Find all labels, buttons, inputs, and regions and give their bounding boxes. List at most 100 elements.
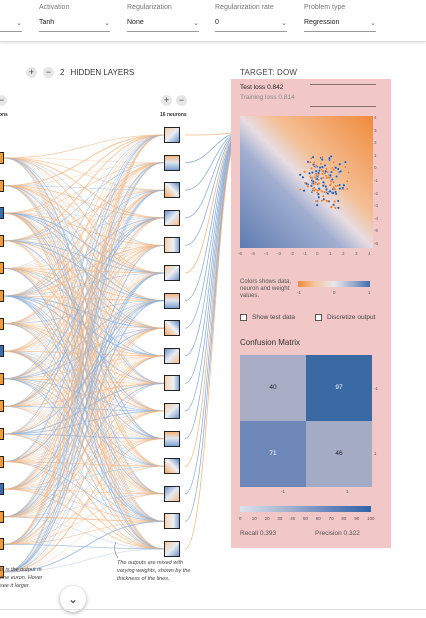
neuron-output-tab	[179, 492, 180, 497]
layer2-neuron[interactable]	[164, 237, 180, 253]
chevron-down-icon: ⌄	[68, 592, 78, 606]
neuron-output-tab	[179, 409, 180, 414]
scale-tick: 90	[354, 516, 359, 521]
layer2-neuron[interactable]	[164, 348, 180, 364]
layer2-neuron[interactable]	[164, 403, 180, 419]
neuron-output-tab	[179, 519, 180, 524]
layer1-neuron[interactable]	[0, 180, 4, 192]
layer2-neuron[interactable]	[164, 513, 180, 529]
data-point	[307, 185, 310, 188]
neuron-output-tab	[179, 271, 180, 276]
data-point	[315, 170, 318, 173]
data-point	[332, 168, 335, 171]
neuron-heatmap	[165, 459, 179, 473]
data-point	[302, 176, 305, 179]
neuron-heatmap	[165, 542, 179, 556]
heatmap-y-tick: -1	[374, 178, 378, 183]
heatmap-x-tick: 4	[368, 251, 371, 256]
data-point	[305, 182, 308, 185]
data-point	[325, 188, 328, 191]
data-point	[310, 176, 313, 179]
heatmap-x-tick: -6	[238, 251, 242, 256]
layer2-neuron[interactable]	[164, 458, 180, 474]
layer1-neuron[interactable]	[0, 373, 4, 385]
layer2-neuron[interactable]	[164, 127, 180, 143]
data-point	[334, 207, 337, 210]
layer1-neuron[interactable]	[0, 235, 4, 247]
data-point	[327, 192, 330, 195]
data-point	[324, 170, 327, 173]
scale-tick: 20	[265, 516, 270, 521]
neuron-output-tab	[179, 243, 180, 248]
layer1-neuron[interactable]	[0, 152, 4, 164]
data-point	[321, 158, 324, 161]
data-point	[337, 168, 340, 171]
data-point	[315, 173, 318, 176]
cm-col-label-neg: -1	[281, 489, 285, 494]
data-point	[311, 171, 314, 174]
precision-value: Precision 0.322	[315, 530, 360, 537]
layer1-neuron[interactable]	[0, 290, 4, 302]
layer1-neuron[interactable]	[0, 262, 4, 274]
layer1-neuron[interactable]	[0, 538, 4, 550]
data-point	[346, 180, 349, 183]
layer1-neuron[interactable]	[0, 207, 4, 219]
layer1-neuron[interactable]	[0, 400, 4, 412]
data-point	[318, 196, 321, 199]
data-point	[324, 164, 327, 167]
layer1-neuron[interactable]	[0, 428, 4, 440]
layer2-neuron[interactable]	[164, 210, 180, 226]
data-point	[336, 185, 339, 188]
layer1-neuron[interactable]	[0, 345, 4, 357]
layer2-neuron[interactable]	[164, 541, 180, 557]
data-point	[312, 187, 315, 190]
layer2-neuron[interactable]	[164, 320, 180, 336]
data-point	[325, 185, 328, 188]
data-point	[322, 195, 325, 198]
data-point	[320, 162, 323, 165]
target-title: TARGET: DOW	[240, 68, 297, 77]
layer2-neuron[interactable]	[164, 155, 180, 171]
data-point	[318, 182, 321, 185]
layer1-neuron[interactable]	[0, 483, 4, 495]
heatmap-y-tick: -2	[374, 191, 378, 196]
layer2-neuron[interactable]	[164, 293, 180, 309]
test-loss: Test loss 0.842	[240, 84, 283, 91]
layer1-neuron[interactable]	[0, 318, 4, 330]
data-point	[344, 161, 347, 164]
neuron-output-tab	[179, 547, 180, 552]
data-point	[308, 172, 311, 175]
heatmap-x-tick: 3	[355, 251, 358, 256]
layer1-neuron[interactable]	[0, 456, 4, 468]
data-point	[328, 176, 331, 179]
data-point	[303, 171, 306, 174]
neuron-output-tab	[179, 216, 180, 221]
data-point	[326, 200, 329, 203]
data-point	[318, 187, 321, 190]
layer2-neuron[interactable]	[164, 375, 180, 391]
output-heatmap[interactable]	[240, 116, 373, 248]
checkbox-box[interactable]	[315, 314, 322, 321]
heatmap-y-tick: 2	[374, 140, 377, 145]
cm-row-label-neg: -1	[374, 386, 378, 391]
layer2-neuron[interactable]	[164, 182, 180, 198]
weights-note: The outputs are mixed with varying weigh…	[117, 559, 191, 583]
discretize-output-checkbox[interactable]: Discretize output	[315, 314, 375, 321]
data-point	[315, 164, 318, 167]
data-point	[309, 161, 312, 164]
neuron-heatmap	[165, 321, 179, 335]
data-point	[339, 187, 342, 190]
data-point	[322, 170, 325, 173]
layer2-neuron[interactable]	[164, 265, 180, 281]
checkbox-box[interactable]	[240, 314, 247, 321]
scale-tick: 60	[316, 516, 321, 521]
heatmap-x-tick: 2	[342, 251, 345, 256]
layer2-neuron[interactable]	[164, 431, 180, 447]
show-test-data-checkbox[interactable]: Show test data	[240, 314, 295, 321]
data-point	[332, 192, 335, 195]
layer2-neuron[interactable]	[164, 486, 180, 502]
heatmap-y-tick: -3	[374, 203, 378, 208]
layer1-neuron[interactable]	[0, 511, 4, 523]
neuron-output-tab	[179, 133, 180, 138]
heatmap-x-tick: -4	[264, 251, 268, 256]
